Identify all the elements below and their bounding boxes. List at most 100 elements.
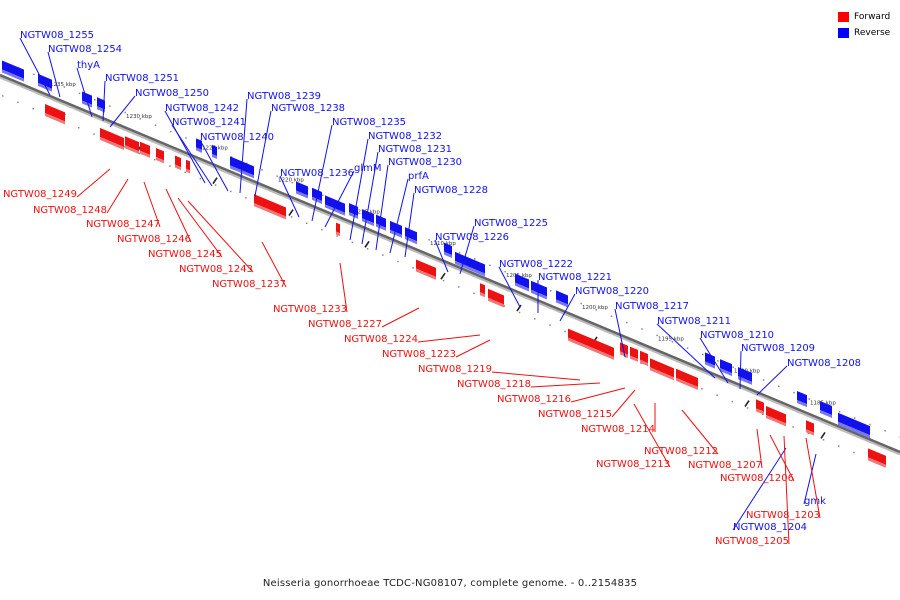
gene-body	[556, 290, 568, 305]
minor-tick-lower	[731, 400, 734, 403]
forward-gene-label: NGTW08_1212	[644, 446, 718, 457]
axis-line	[0, 73, 900, 454]
gene-shade	[868, 457, 886, 468]
reverse-gene-label: NGTW08_1239	[247, 91, 321, 102]
forward-gene-label-leader	[143, 181, 161, 228]
minor-tick-lower	[701, 388, 703, 390]
gene-shade	[756, 408, 764, 415]
forward-gene-bar	[756, 399, 764, 415]
minor-tick-lower	[93, 133, 95, 135]
minor-tick-lower	[762, 413, 764, 416]
legend: Forward Reverse	[838, 9, 890, 41]
reverse-gene-bar	[797, 390, 807, 408]
forward-gene-label-leader	[491, 371, 581, 381]
reverse-gene-label-leader	[375, 164, 389, 251]
minor-tick-upper	[717, 360, 719, 362]
gene-shade	[390, 229, 402, 238]
gene-shade	[325, 204, 345, 216]
forward-gene-label-leader	[76, 168, 111, 198]
reverse-gene-label-leader	[756, 365, 788, 396]
gene-body	[720, 359, 732, 374]
forward-gene-bar	[140, 141, 150, 158]
forward-gene-bar	[568, 328, 614, 360]
minor-tick-upper	[641, 328, 643, 330]
minor-tick-upper	[580, 302, 582, 305]
reverse-gene-label: NGTW08_1220	[575, 286, 649, 297]
gene-body	[738, 367, 752, 382]
tick-label: 1220 kbp	[278, 178, 304, 184]
reverse-gene-label-leader	[164, 110, 206, 184]
gene-body	[82, 91, 92, 105]
reverse-gene-label-leader	[171, 124, 213, 187]
forward-gene-label-leader	[417, 334, 481, 343]
gene-body	[405, 227, 417, 242]
gene-body	[568, 328, 614, 357]
reverse-gene-bar	[556, 290, 568, 308]
gene-body	[806, 420, 814, 433]
forward-gene-bar	[488, 288, 504, 308]
major-tick-lower	[744, 400, 750, 408]
gene-body	[820, 401, 832, 416]
gene-shade	[838, 421, 870, 439]
gene-shade	[38, 82, 52, 92]
minor-tick-upper	[276, 175, 278, 177]
gene-body	[444, 242, 452, 256]
gene-shade	[650, 367, 674, 381]
gene-body	[797, 390, 807, 405]
reverse-gene-label-leader	[389, 178, 409, 254]
forward-gene-label-leader	[805, 437, 821, 519]
reverse-gene-bar	[312, 187, 322, 204]
gene-shade	[82, 100, 92, 108]
reverse-gene-bar	[2, 60, 24, 82]
gene-shade	[488, 297, 504, 308]
major-tick-lower	[440, 272, 446, 280]
forward-gene-bar	[480, 283, 485, 298]
gene-shade	[376, 223, 386, 231]
reverse-gene-bar	[738, 367, 752, 385]
reverse-gene-bar	[705, 352, 715, 369]
gene-body	[296, 181, 308, 196]
reverse-gene-bar	[720, 359, 732, 377]
reverse-gene-label-leader	[361, 151, 379, 245]
forward-gene-bar	[175, 155, 181, 171]
gene-shade	[125, 145, 139, 155]
reverse-gene-label: NGTW08_1235	[332, 117, 406, 128]
gene-body	[45, 104, 65, 122]
minor-tick-lower	[625, 356, 627, 358]
reverse-gene-label-leader	[311, 124, 333, 222]
tick-label: 1230 kbp	[126, 114, 152, 120]
reverse-gene-label: NGTW08_1251	[105, 73, 179, 84]
minor-tick-upper	[504, 270, 506, 273]
forward-gene-label: NGTW08_1214	[581, 424, 655, 435]
reverse-gene-label-leader	[459, 225, 475, 275]
reverse-gene-label-leader	[498, 266, 521, 308]
forward-gene-label-leader	[570, 387, 626, 403]
major-tick-lower	[288, 209, 294, 216]
tick-label: 1200 kbp	[582, 305, 608, 311]
gene-shade	[296, 190, 308, 199]
reverse-gene-bar	[820, 401, 832, 419]
reverse-gene-label-leader	[19, 37, 51, 96]
reverse-gene-label: NGTW08_1254	[48, 44, 122, 55]
forward-gene-label-leader	[106, 178, 129, 214]
reverse-gene-label: NGTW08_1230	[388, 157, 462, 168]
gene-shade	[336, 231, 340, 237]
gene-shade	[820, 410, 832, 419]
minor-tick-lower	[138, 152, 141, 154]
reverse-gene-label-leader	[279, 175, 300, 218]
minor-tick-upper	[732, 366, 734, 368]
minor-tick-lower	[716, 394, 718, 396]
reverse-gene-label: NGTW08_1226	[435, 232, 509, 243]
gene-shade	[515, 282, 529, 292]
minor-tick-upper	[170, 130, 172, 133]
gene-shade	[556, 299, 568, 308]
forward-gene-bar	[806, 420, 814, 436]
gene-body	[416, 259, 436, 277]
gene-body	[156, 148, 164, 161]
forward-gene-label-leader	[381, 307, 420, 328]
gene-body	[705, 352, 715, 366]
minor-tick-lower	[503, 305, 506, 307]
minor-tick-lower	[245, 197, 247, 199]
minor-tick-upper	[762, 379, 765, 381]
gene-shade	[738, 376, 752, 385]
